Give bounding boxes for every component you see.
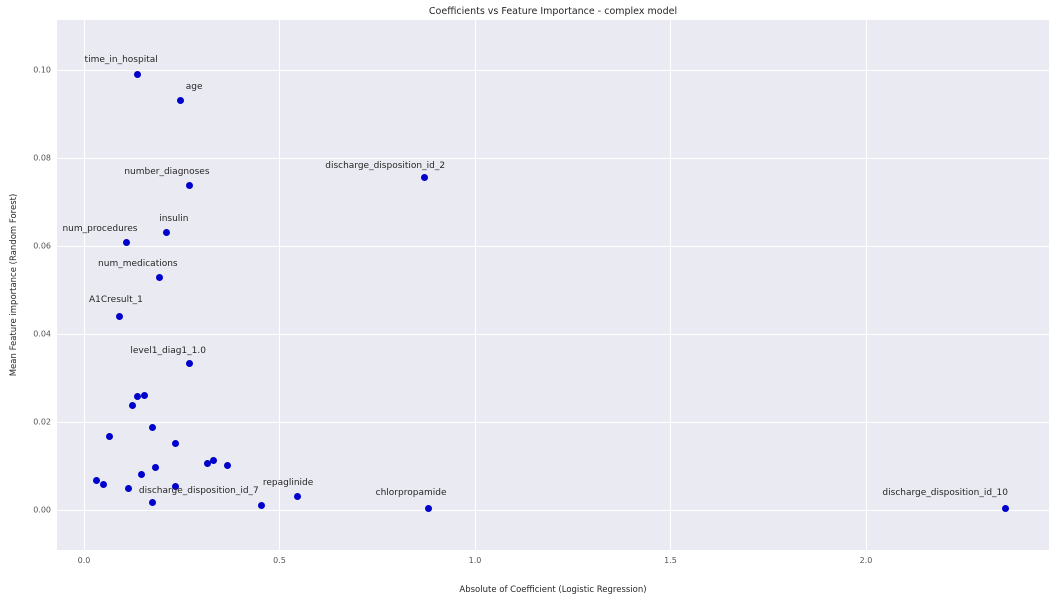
gridline-vertical <box>866 20 867 550</box>
gridline-horizontal <box>57 246 1049 248</box>
point-label: time_in_hospital <box>84 54 158 65</box>
data-point <box>148 498 156 506</box>
data-point <box>105 433 113 441</box>
point-label: A1Cresult_1 <box>89 295 143 305</box>
data-point <box>172 482 180 490</box>
data-point <box>133 393 141 401</box>
point-label: num_medications <box>98 259 178 270</box>
data-point <box>1001 505 1009 513</box>
y-tick-label: 0.08 <box>33 153 51 163</box>
data-point <box>176 97 184 105</box>
data-point <box>92 477 100 485</box>
data-point <box>163 228 171 236</box>
point-label: level1_diag1_1.0 <box>130 345 206 356</box>
point-label: insulin <box>159 214 189 225</box>
x-axis-label: Absolute of Coefficient (Logistic Regres… <box>459 585 647 595</box>
data-point <box>420 174 428 182</box>
gridline-vertical <box>474 20 476 550</box>
x-tick-label: 0.0 <box>77 556 91 565</box>
data-point <box>152 464 160 472</box>
x-tick-label: 2.0 <box>859 556 873 565</box>
y-axis-label: Mean Feature importance (Random Forest) <box>9 193 19 377</box>
y-tick-label: 0.02 <box>33 417 51 427</box>
x-tick-label: 1.5 <box>664 556 677 565</box>
x-tick-label: 1.0 <box>468 556 482 565</box>
gridline-vertical <box>670 20 672 550</box>
data-point <box>148 424 156 432</box>
data-point <box>100 480 108 488</box>
gridline-horizontal <box>57 334 1049 336</box>
point-label: number_diagnoses <box>124 167 210 178</box>
chart-title: Coefficients vs Feature Importance - com… <box>428 6 678 17</box>
data-point <box>203 459 211 467</box>
gridline-horizontal <box>57 158 1049 160</box>
gridline-vertical <box>279 20 281 550</box>
data-point <box>185 360 193 368</box>
point-label: repaglinide <box>262 477 314 488</box>
x-tick-label: 0.5 <box>273 556 286 565</box>
y-tick-label: 0.00 <box>33 505 51 515</box>
point-label: chlorpropamide <box>375 487 447 498</box>
gridline-horizontal <box>57 509 1049 511</box>
gridline-horizontal <box>57 422 1049 423</box>
data-point <box>133 71 141 79</box>
data-point <box>258 502 266 510</box>
data-point <box>424 505 432 513</box>
data-point <box>186 181 194 189</box>
data-point <box>137 470 145 478</box>
point-label: discharge_disposition_id_2 <box>325 160 446 171</box>
data-point <box>129 402 137 410</box>
point-label: age <box>185 81 203 92</box>
y-tick-label: 0.04 <box>33 329 51 339</box>
point-label: num_procedures <box>62 224 138 235</box>
data-point <box>156 273 164 281</box>
data-point <box>293 493 301 501</box>
data-point <box>209 457 217 465</box>
data-point <box>223 462 231 470</box>
point-label: discharge_disposition_id_10 <box>882 487 1008 498</box>
data-point <box>172 440 180 448</box>
plot-area: time_in_hospital age number_diagnoses disch… <box>57 20 1049 550</box>
y-tick-label: 0.10 <box>33 65 51 75</box>
gridline-horizontal <box>57 70 1049 72</box>
gridline-vertical <box>83 20 85 550</box>
data-point <box>116 312 124 320</box>
point-label: discharge_disposition_id_7 <box>138 486 259 497</box>
data-point <box>141 392 149 400</box>
data-point <box>125 484 133 492</box>
y-tick-label: 0.06 <box>33 241 51 251</box>
data-point <box>123 238 131 246</box>
